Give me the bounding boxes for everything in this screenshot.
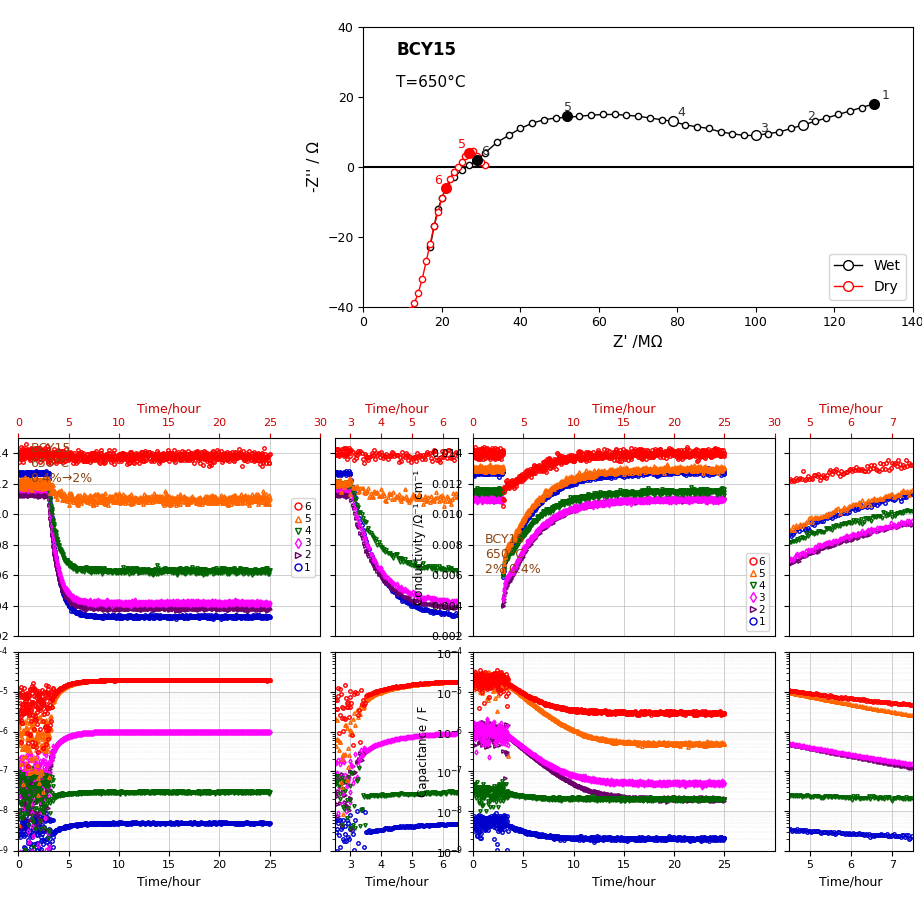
Wet <box>845 106 856 117</box>
X-axis label: Time/hour: Time/hour <box>365 876 428 889</box>
Dry <box>448 167 459 177</box>
Dry <box>432 207 443 218</box>
Dry <box>425 238 436 249</box>
Text: BCY15
650°C
0.4%→2%: BCY15 650°C 0.4%→2% <box>30 443 93 485</box>
Line: Wet: Wet <box>427 100 877 251</box>
Dry <box>456 157 467 167</box>
Legend: Wet, Dry: Wet, Dry <box>829 253 905 300</box>
X-axis label: Time/hour: Time/hour <box>137 876 201 889</box>
Y-axis label: Capacitance / F: Capacitance / F <box>418 706 431 797</box>
Wet <box>464 159 475 170</box>
Wet <box>715 127 726 138</box>
Text: BCY15: BCY15 <box>396 41 456 59</box>
Text: 5: 5 <box>563 101 572 114</box>
Wet <box>762 129 774 139</box>
Wet <box>680 119 691 130</box>
Wet <box>727 129 738 139</box>
Dry <box>429 221 440 232</box>
Dry <box>464 148 475 158</box>
X-axis label: Time/hour: Time/hour <box>137 403 201 416</box>
Dry <box>467 146 479 157</box>
Wet <box>739 130 750 141</box>
X-axis label: Time/hour: Time/hour <box>820 403 883 416</box>
Wet <box>550 112 561 123</box>
Text: 2: 2 <box>807 110 815 123</box>
X-axis label: Z' /MΩ: Z' /MΩ <box>613 335 663 350</box>
Wet <box>585 110 597 120</box>
Wet <box>479 148 491 158</box>
Y-axis label: Conductivity /Ω⁻¹ cm⁻¹: Conductivity /Ω⁻¹ cm⁻¹ <box>413 470 426 605</box>
Dry <box>444 174 455 185</box>
Dry <box>476 157 487 167</box>
Wet <box>526 118 538 129</box>
Wet <box>644 112 656 123</box>
Wet <box>425 242 436 252</box>
Wet <box>786 123 797 134</box>
Wet <box>656 114 668 125</box>
Wet <box>472 155 483 166</box>
Line: Dry: Dry <box>408 148 488 313</box>
Legend: 6, 5, 4, 3, 2, 1: 6, 5, 4, 3, 2, 1 <box>746 553 769 632</box>
Wet <box>429 221 440 232</box>
X-axis label: Time/hour: Time/hour <box>820 876 883 889</box>
Wet <box>798 119 809 130</box>
Wet <box>503 130 514 141</box>
Dry <box>420 256 431 267</box>
Wet <box>538 114 550 125</box>
Dry <box>472 151 483 162</box>
Dry <box>441 183 452 194</box>
Dry <box>479 159 491 170</box>
Legend: 6, 5, 4, 3, 2, 1: 6, 5, 4, 3, 2, 1 <box>291 498 314 576</box>
Wet <box>597 110 609 120</box>
X-axis label: Time/hour: Time/hour <box>592 403 656 416</box>
Wet <box>868 99 879 110</box>
Text: 6: 6 <box>481 145 489 157</box>
Text: T=650°C: T=650°C <box>396 75 466 90</box>
Wet <box>448 172 459 183</box>
Text: BCY15
650°C
2% 0.4%: BCY15 650°C 2% 0.4% <box>485 533 541 576</box>
Wet <box>833 110 844 120</box>
X-axis label: Time/hour: Time/hour <box>365 403 428 416</box>
Text: 1: 1 <box>881 89 889 101</box>
Wet <box>456 165 467 176</box>
Dry <box>460 151 471 162</box>
Dry <box>408 298 420 309</box>
Text: 3: 3 <box>760 122 768 135</box>
Wet <box>432 204 443 214</box>
Wet <box>857 102 868 113</box>
Wet <box>632 110 644 121</box>
Wet <box>751 130 762 141</box>
Wet <box>609 110 621 120</box>
Wet <box>561 112 573 123</box>
Dry <box>417 273 428 284</box>
Y-axis label: -Z'' / Ω: -Z'' / Ω <box>307 141 322 193</box>
Text: 4: 4 <box>678 106 685 119</box>
Dry <box>413 287 424 298</box>
Wet <box>491 137 502 148</box>
X-axis label: Time/hour: Time/hour <box>592 876 656 889</box>
Text: 6: 6 <box>434 175 442 187</box>
Wet <box>514 123 526 134</box>
Dry <box>436 193 447 204</box>
Wet <box>692 121 703 132</box>
Wet <box>573 110 585 121</box>
Wet <box>668 116 679 127</box>
Wet <box>810 116 821 127</box>
Wet <box>436 193 447 204</box>
Wet <box>821 112 832 123</box>
Wet <box>621 110 632 120</box>
Dry <box>452 161 463 172</box>
Wet <box>774 127 785 138</box>
Dry <box>405 305 416 316</box>
Text: 5: 5 <box>457 138 466 150</box>
Wet <box>441 183 452 194</box>
Wet <box>703 123 715 134</box>
